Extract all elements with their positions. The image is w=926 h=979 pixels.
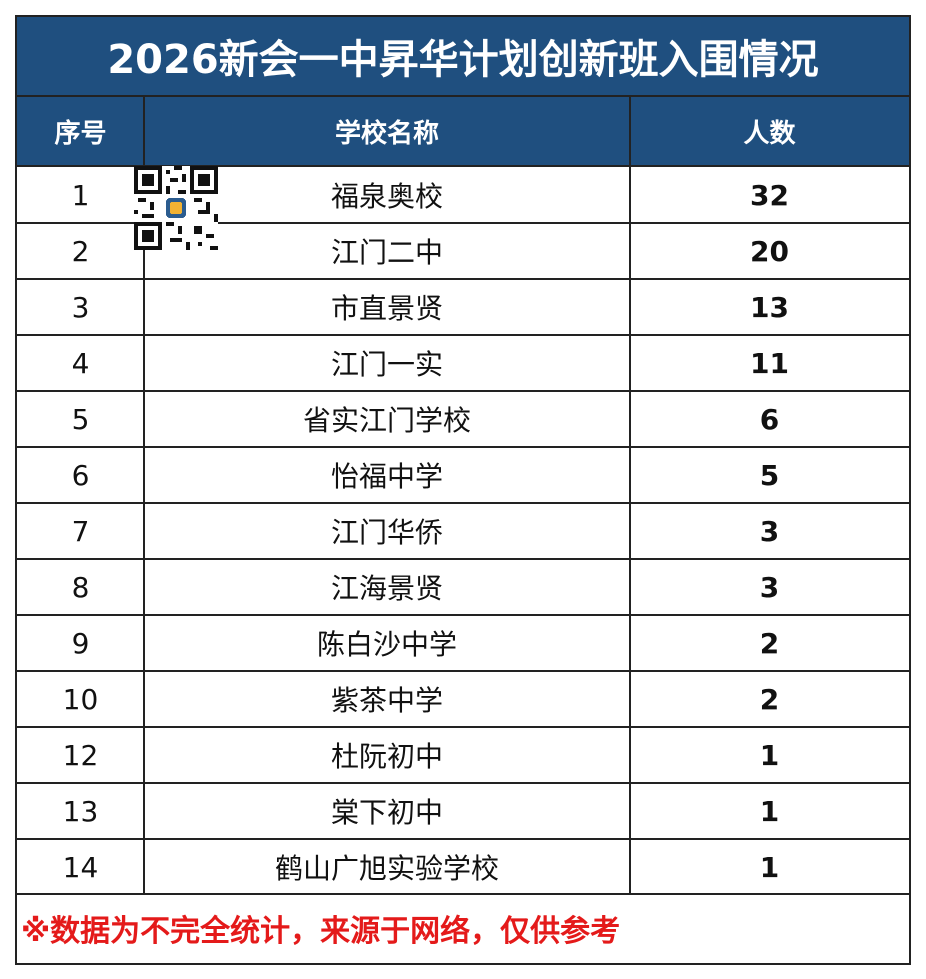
- row-index: 13: [62, 794, 99, 828]
- row-school-name: 怡福中学: [330, 460, 443, 493]
- row-divider: [17, 334, 909, 336]
- row-count: 2: [759, 626, 780, 660]
- row-index: 5: [71, 402, 90, 436]
- column-divider: [143, 97, 145, 895]
- row-index: 9: [71, 626, 90, 660]
- row-count: 1: [759, 738, 780, 772]
- row-count: 2: [759, 682, 780, 716]
- table-row: 12 杜阮初中 1: [17, 727, 909, 783]
- row-count: 5: [759, 458, 780, 492]
- row-index: 7: [71, 514, 90, 548]
- row-index: 8: [71, 570, 90, 604]
- row-count: 6: [759, 402, 780, 436]
- row-school-name: 江门二中: [330, 236, 443, 269]
- row-divider: [17, 614, 909, 616]
- row-school-name: 杜阮初中: [330, 740, 443, 773]
- row-divider: [17, 726, 909, 728]
- disclaimer-note: ※数据为不完全统计，来源于网络，仅供参考: [21, 914, 621, 949]
- row-divider: [17, 390, 909, 392]
- table-row: 14 鹤山广旭实验学校 1: [17, 839, 909, 895]
- header-count: 人数: [743, 118, 796, 149]
- row-index: 12: [62, 738, 99, 772]
- row-school-name: 鹤山广旭实验学校: [274, 852, 499, 885]
- row-count: 13: [750, 290, 789, 324]
- table-row: 5 省实江门学校 6: [17, 391, 909, 447]
- page-title: 2026新会一中昇华计划创新班入围情况: [17, 17, 909, 97]
- row-school-name: 福泉奥校: [330, 180, 443, 213]
- table-row: 6 怡福中学 5: [17, 447, 909, 503]
- table-row: 3 市直景贤 13: [17, 279, 909, 335]
- row-count: 32: [750, 178, 789, 212]
- table-row: 10 紫茶中学 2: [17, 671, 909, 727]
- row-count: 3: [759, 514, 780, 548]
- column-divider: [629, 97, 631, 895]
- table-row: 2 江门二中 20: [17, 223, 909, 279]
- table-row: 13 棠下初中 1: [17, 783, 909, 839]
- table-header: 序号 学校名称 人数: [17, 97, 909, 167]
- table-row: 7 江门华侨 3: [17, 503, 909, 559]
- header-index: 序号: [54, 118, 107, 149]
- row-school-name: 省实江门学校: [302, 404, 471, 437]
- row-index: 6: [71, 458, 90, 492]
- qr-code-icon: [134, 166, 218, 250]
- results-table: 2026新会一中昇华计划创新班入围情况 序号 学校名称 人数 1 福泉奥校 32 2 江…: [15, 15, 911, 965]
- row-count: 1: [759, 850, 780, 884]
- row-school-name: 市直景贤: [330, 292, 443, 325]
- row-index: 2: [71, 234, 90, 268]
- row-divider: [17, 558, 909, 560]
- row-school-name: 江门华侨: [330, 516, 443, 549]
- row-divider: [17, 670, 909, 672]
- row-index: 10: [62, 682, 99, 716]
- row-school-name: 江门一实: [330, 348, 443, 381]
- row-index: 1: [71, 178, 90, 212]
- header-school-name: 学校名称: [334, 118, 439, 149]
- row-index: 14: [62, 850, 99, 884]
- row-count: 1: [759, 794, 780, 828]
- table-row: 1 福泉奥校 32: [17, 167, 909, 223]
- row-divider: [17, 446, 909, 448]
- row-school-name: 棠下初中: [330, 796, 443, 829]
- row-index: 3: [71, 290, 90, 324]
- row-divider: [17, 278, 909, 280]
- row-divider: [17, 782, 909, 784]
- table-row: 8 江海景贤 3: [17, 559, 909, 615]
- table-bottom-border: [17, 893, 909, 895]
- row-divider: [17, 838, 909, 840]
- table-row: 9 陈白沙中学 2: [17, 615, 909, 671]
- row-count: 11: [750, 346, 789, 380]
- row-divider: [17, 222, 909, 224]
- row-count: 20: [750, 234, 789, 268]
- row-index: 4: [71, 346, 90, 380]
- row-school-name: 陈白沙中学: [316, 628, 457, 661]
- row-school-name: 江海景贤: [330, 572, 443, 605]
- row-school-name: 紫茶中学: [330, 684, 443, 717]
- table-row: 4 江门一实 11: [17, 335, 909, 391]
- row-count: 3: [759, 570, 780, 604]
- row-divider: [17, 502, 909, 504]
